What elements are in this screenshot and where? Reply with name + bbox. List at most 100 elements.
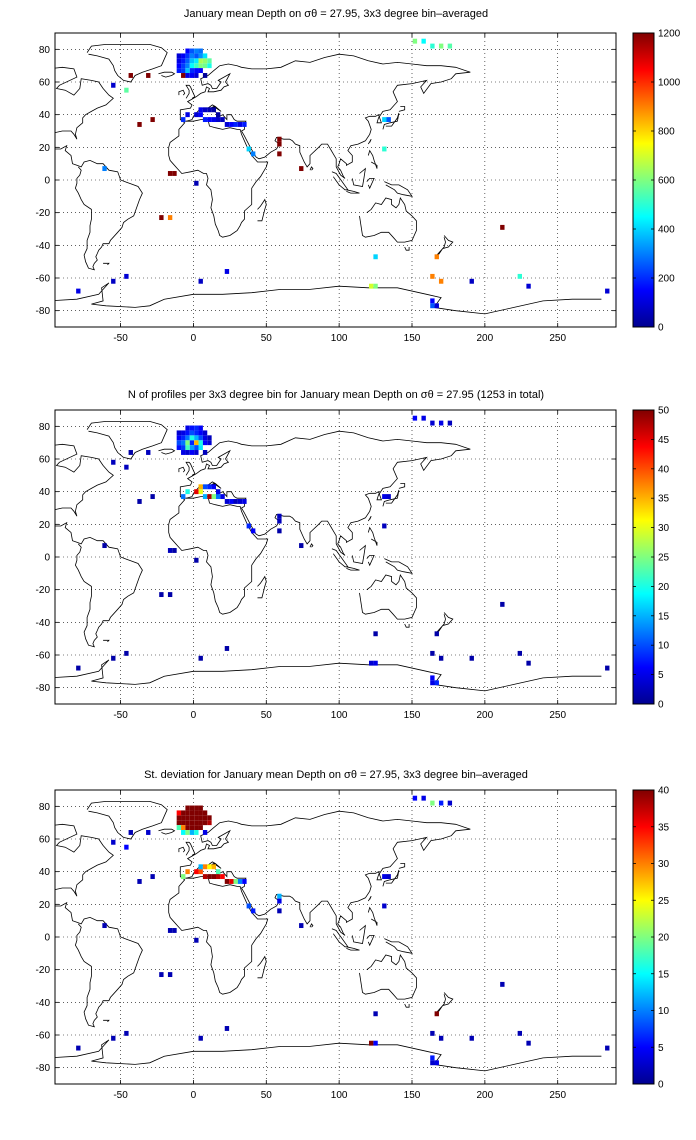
data-cell [194, 805, 199, 811]
data-cell [198, 112, 203, 118]
data-cell [198, 445, 203, 451]
colorbar-tick-label: 30 [658, 523, 670, 534]
data-cell [194, 68, 199, 74]
y-tick-label: -60 [36, 1031, 51, 1042]
data-cell [150, 117, 155, 123]
data-cell [224, 122, 230, 127]
data-cell [202, 494, 208, 500]
data-cell [185, 820, 190, 826]
data-cell [237, 879, 243, 884]
coastline-path [168, 119, 269, 238]
data-cell [211, 484, 217, 490]
data-cell [250, 528, 256, 534]
data-cell [202, 815, 208, 821]
coastline-path [366, 178, 375, 190]
data-cell [167, 592, 173, 598]
coastline-path [382, 489, 400, 507]
data-cell [369, 1040, 374, 1046]
data-cell [299, 166, 304, 172]
data-cell [438, 800, 444, 806]
coastline-path [103, 639, 110, 643]
coastline-path [168, 496, 269, 615]
data-cell [447, 800, 453, 806]
data-cell [207, 435, 212, 441]
data-cell [605, 1045, 610, 1051]
data-cell [159, 592, 164, 598]
coastline [55, 44, 602, 315]
data-cell [189, 68, 195, 74]
data-cell [181, 445, 186, 451]
data-cell [194, 815, 199, 821]
x-tick-label: 200 [477, 1090, 494, 1101]
chart-title: N of profiles per 3x3 degree bin for Jan… [128, 389, 544, 401]
data-cell [207, 107, 212, 113]
data-cell [430, 675, 435, 681]
coastline-path [384, 938, 413, 954]
data-cell [211, 864, 217, 870]
data-cell [373, 660, 378, 666]
y-tick-label: 40 [39, 487, 51, 498]
data-cell [194, 425, 199, 431]
data-cell [189, 815, 195, 821]
data-cell [176, 445, 182, 451]
coastline-path [435, 612, 454, 633]
data-cell [172, 171, 177, 176]
data-cell [430, 1060, 435, 1066]
chart-title: St. deviation for January mean Depth on … [144, 769, 528, 781]
coastline-path [55, 282, 602, 315]
data-cell [277, 141, 282, 147]
x-tick-labels: -50 0 50 100 150 200 250 [113, 790, 566, 1101]
data-cell [233, 122, 238, 127]
coastline-path [346, 946, 360, 951]
data-cell [224, 499, 230, 504]
y-tick-label: -60 [36, 651, 51, 662]
data-cell [167, 215, 173, 221]
data-cell [202, 117, 208, 123]
coastline-path [367, 149, 378, 169]
data-cell [181, 810, 186, 816]
data-cell [382, 494, 387, 500]
data-cell [194, 112, 199, 118]
y-tick-label: -20 [36, 585, 51, 596]
y-tick-label: 80 [39, 422, 51, 433]
data-cell [202, 430, 208, 436]
colorbar-tick-label: 10 [658, 1006, 670, 1017]
data-cell [185, 805, 190, 811]
data-cell [176, 440, 182, 446]
coastline-path [257, 575, 267, 599]
colorbar-tick-label: 600 [658, 176, 675, 187]
data-cell [299, 923, 304, 929]
data-cell [76, 1045, 81, 1051]
data-cell [111, 1035, 116, 1041]
data-cell [185, 48, 190, 54]
data-cell [242, 879, 247, 884]
data-cell [198, 655, 203, 661]
x-tick-label: 150 [404, 710, 421, 721]
data-cell [237, 122, 243, 127]
data-cell [277, 518, 282, 524]
data-cell [430, 1030, 435, 1036]
data-cell [421, 795, 426, 801]
data-cell [194, 489, 199, 495]
data-cell [207, 494, 212, 500]
coastline-path [257, 198, 267, 222]
coastline-path [55, 1039, 602, 1072]
data-cell [194, 820, 199, 826]
coastline-path [367, 515, 372, 522]
colorbar-tick-label: 15 [658, 611, 670, 622]
data-cell [189, 440, 195, 446]
x-tick-label: 150 [404, 333, 421, 344]
data-cell [185, 430, 190, 436]
data-cell [277, 151, 282, 157]
data-cell [128, 450, 133, 455]
data-cell [176, 68, 182, 74]
data-cell [189, 825, 195, 831]
data-cell [102, 543, 107, 549]
data-cell [198, 68, 203, 74]
data-cell [202, 820, 208, 826]
data-cell [434, 1060, 439, 1066]
coastline-path [404, 246, 410, 251]
data-cell [216, 494, 221, 500]
data-cell [211, 117, 217, 123]
panel-depth: January mean Depth on σθ = 27.95, 3x3 de… [36, 8, 681, 344]
